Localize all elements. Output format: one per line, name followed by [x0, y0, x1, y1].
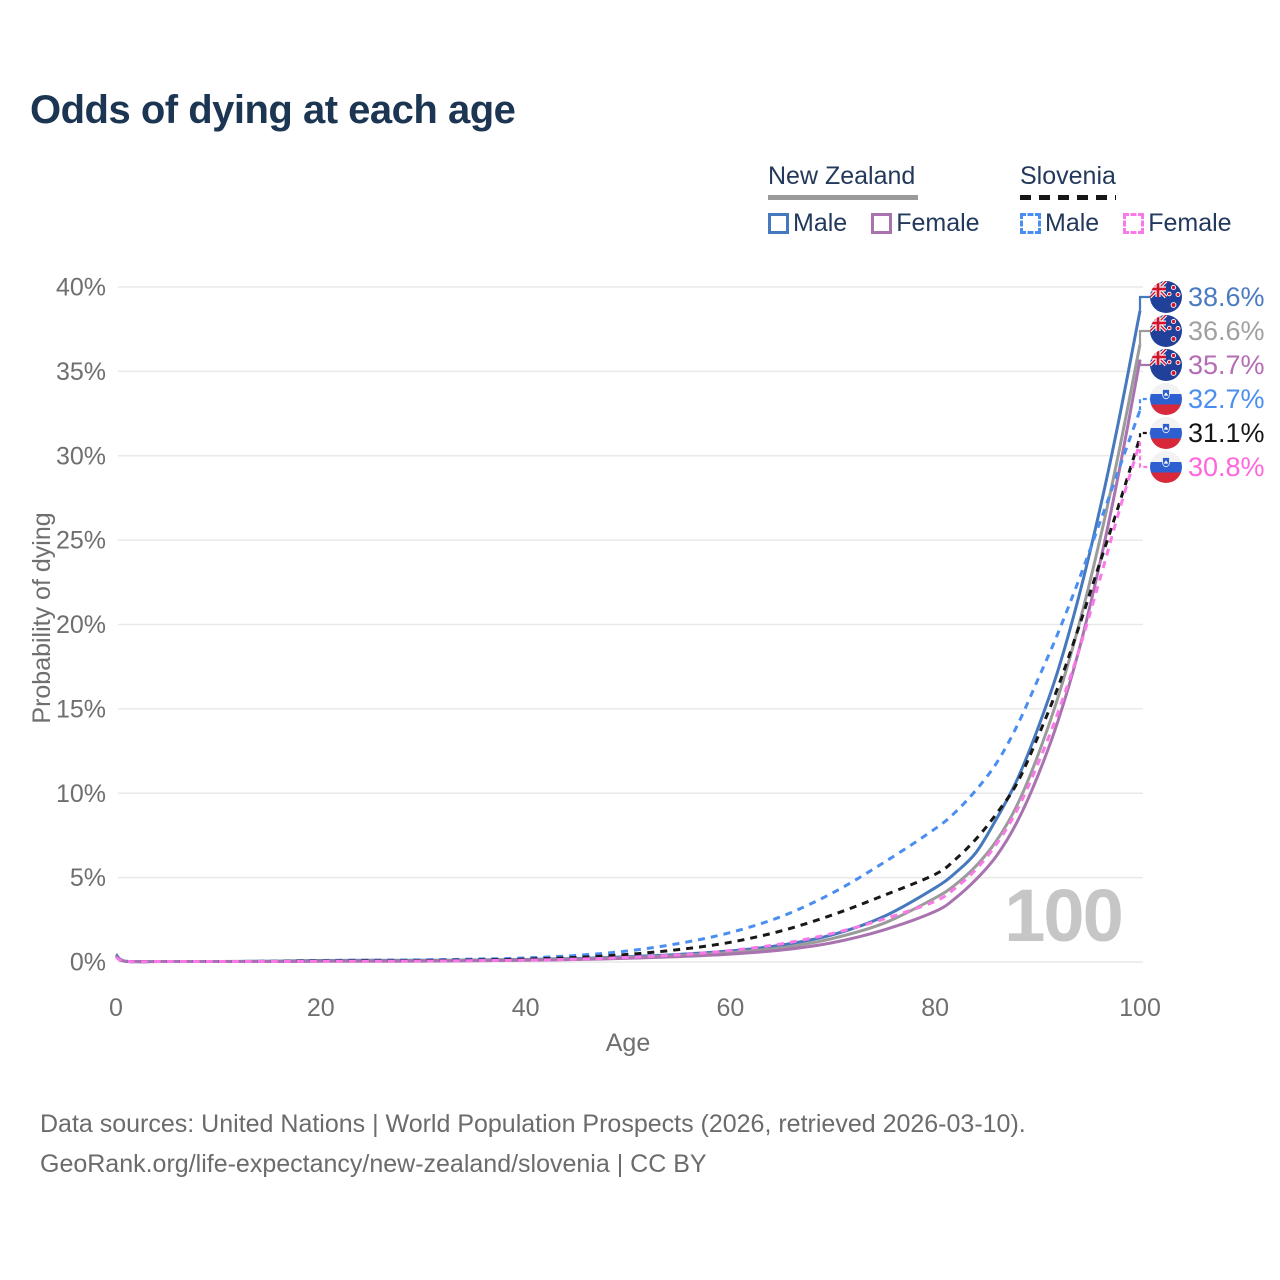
- si-flag-icon: [1150, 383, 1182, 415]
- legend-label-si-female: Female: [1148, 209, 1232, 237]
- gridlines: [118, 286, 1143, 963]
- legend-row-new-zealand: Male Female: [768, 209, 980, 238]
- series-line-si-both[interactable]: [115, 436, 1142, 964]
- end-annotations: 38.6% 36.6% 35.7% 32.7% 31.1% 30.8%: [1138, 281, 1265, 483]
- series-lines: [114, 310, 1142, 964]
- nz-flag-icon: [1150, 315, 1182, 347]
- si-flag-icon: [1150, 417, 1182, 449]
- connector-nz-both: [1138, 329, 1150, 345]
- connector-nz-female: [1138, 359, 1150, 367]
- end-value-label-nz-both: 36.6%: [1188, 316, 1265, 346]
- y-tick-label-10: 10%: [56, 780, 106, 808]
- end-value-label-si-male: 32.7%: [1188, 384, 1265, 414]
- si-female-swatch-icon: [1123, 213, 1145, 234]
- legend-item-si-male[interactable]: Male: [1020, 209, 1099, 238]
- legend-group-new-zealand: New Zealand Male Female: [768, 162, 980, 238]
- connector-si-female: [1138, 442, 1150, 469]
- x-tick-label-100: 100: [1119, 994, 1161, 1022]
- y-tick-label-0: 0%: [70, 949, 106, 977]
- x-tick-label-0: 0: [109, 994, 123, 1022]
- series-line-nz-male[interactable]: [114, 310, 1142, 964]
- series-line-nz-female[interactable]: [115, 359, 1142, 964]
- end-value-label-nz-female: 35.7%: [1188, 350, 1265, 380]
- series-line-si-female[interactable]: [115, 441, 1142, 964]
- si-male-swatch-icon: [1020, 213, 1041, 234]
- y-tick-label-40: 40%: [56, 274, 106, 302]
- legend-line-sample-new-zealand: [768, 195, 918, 200]
- legend-label-si-male: Male: [1045, 209, 1100, 237]
- end-value-label-nz-male: 38.6%: [1188, 282, 1265, 312]
- x-tick-label-20: 20: [307, 994, 335, 1022]
- y-tick-label-15: 15%: [56, 695, 106, 723]
- legend-item-nz-female[interactable]: Female: [871, 209, 980, 238]
- nz-flag-icon: [1150, 349, 1182, 381]
- nz-flag-icon: [1150, 281, 1182, 313]
- legend-group-slovenia: Slovenia Male Female: [1020, 162, 1232, 238]
- legend-row-slovenia: Male Female: [1020, 209, 1232, 238]
- y-tick-label-20: 20%: [56, 611, 106, 639]
- footer: Data sources: United Nations | World Pop…: [40, 1104, 1026, 1184]
- y-tick-label-25: 25%: [56, 527, 106, 555]
- x-tick-label-60: 60: [716, 994, 744, 1022]
- legend-label-nz-female: Female: [896, 209, 980, 237]
- nz-male-swatch-icon: [768, 213, 789, 234]
- legend-header-new-zealand: New Zealand: [768, 162, 916, 190]
- y-axis-title: Probability of dying: [28, 512, 56, 723]
- y-tick-label-35: 35%: [56, 358, 106, 386]
- nz-female-swatch-icon: [871, 213, 893, 234]
- legend-item-si-female[interactable]: Female: [1123, 209, 1232, 238]
- end-value-label-si-female: 30.8%: [1188, 452, 1265, 482]
- attribution-line: GeoRank.org/life-expectancy/new-zealand/…: [40, 1150, 707, 1178]
- legend-item-nz-male[interactable]: Male: [768, 209, 847, 238]
- y-axis-tick-labels: 0% 5% 10% 15% 20% 25% 30% 35% 40%: [56, 274, 106, 977]
- y-tick-label-30: 30%: [56, 442, 106, 470]
- legend-header-slovenia: Slovenia: [1020, 162, 1116, 190]
- legend-line-sample-slovenia: [1020, 195, 1116, 200]
- x-axis-title: Age: [606, 1029, 650, 1057]
- legend-label-nz-male: Male: [793, 209, 848, 237]
- page-title: Odds of dying at each age: [30, 88, 516, 132]
- x-tick-label-40: 40: [512, 994, 540, 1022]
- connector-nz-male: [1138, 295, 1150, 311]
- data-sources-line: Data sources: United Nations | World Pop…: [40, 1110, 1026, 1138]
- si-flag-icon: [1150, 451, 1182, 483]
- end-value-label-si-both: 31.1%: [1188, 418, 1265, 448]
- connector-si-both: [1138, 431, 1150, 438]
- x-axis-tick-labels: 0 20 40 60 80 100: [109, 994, 1161, 1022]
- age-watermark: 100: [1004, 874, 1121, 957]
- y-tick-label-5: 5%: [70, 864, 106, 892]
- x-tick-label-80: 80: [921, 994, 949, 1022]
- series-line-si-male[interactable]: [115, 409, 1142, 964]
- connector-si-male: [1138, 397, 1150, 411]
